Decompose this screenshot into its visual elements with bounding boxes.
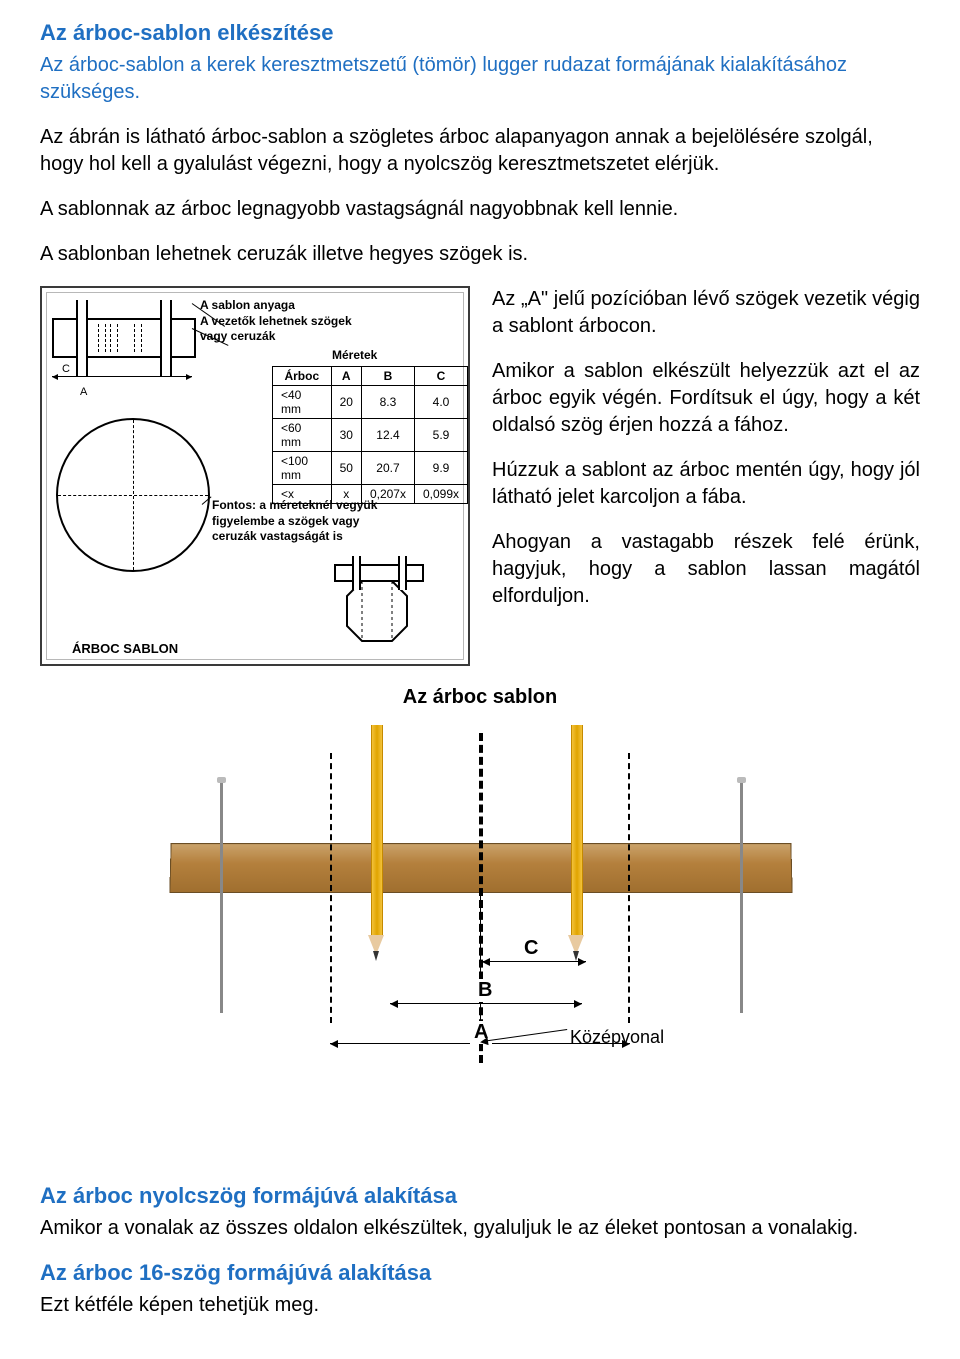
fig1-dimension-table: ÁrbocABC <40 mm208.34.0<60 mm3012.45.9<1… bbox=[272, 366, 468, 504]
table-header: A bbox=[331, 367, 361, 386]
figure-and-text-row: C A A sablon anyaga A vezetők lehetnek s… bbox=[40, 286, 920, 666]
table-header: C bbox=[414, 367, 467, 386]
paragraph-2: A sablonnak az árboc legnagyobb vastagsá… bbox=[40, 196, 920, 223]
fig1-dim-a: A bbox=[80, 386, 87, 398]
figure-1-container: C A A sablon anyaga A vezetők lehetnek s… bbox=[40, 286, 470, 666]
table-row: <40 mm208.34.0 bbox=[273, 386, 468, 419]
table-cell: 9.9 bbox=[414, 452, 467, 485]
right-paragraph-3: Húzzuk a sablont az árboc mentén úgy, ho… bbox=[492, 457, 920, 511]
fig2-dim-c-arrow bbox=[482, 961, 586, 962]
fig2-dash-line bbox=[628, 753, 630, 1023]
fig1-dim-c: C bbox=[62, 363, 70, 375]
fig1-template-plate bbox=[52, 318, 196, 358]
fig2-nail-right bbox=[740, 783, 743, 1013]
figure-1: C A A sablon anyaga A vezetők lehetnek s… bbox=[40, 286, 470, 666]
table-row: <60 mm3012.45.9 bbox=[273, 419, 468, 452]
table-header: B bbox=[361, 367, 414, 386]
fig2-dim-c-label: C bbox=[520, 937, 542, 960]
table-cell: 12.4 bbox=[361, 419, 414, 452]
table-header: Árboc bbox=[273, 367, 332, 386]
fig1-material-note: A sablon anyaga A vezetők lehetnek szöge… bbox=[200, 298, 380, 345]
paragraph-1: Az ábrán is látható árboc-sablon a szögl… bbox=[40, 124, 920, 178]
fig2-dim-b-label: B bbox=[474, 979, 496, 1002]
table-cell: 20.7 bbox=[361, 452, 414, 485]
figure-2-container: Az árboc sablon C B A Középvonal bbox=[130, 686, 830, 1143]
fig2-midline-label: Középvonal bbox=[570, 1027, 664, 1048]
figure-2-title: Az árboc sablon bbox=[130, 686, 830, 709]
table-cell: 8.3 bbox=[361, 386, 414, 419]
right-paragraph-1: Az „A" jelű pozícióban lévő szögek vezet… bbox=[492, 286, 920, 340]
fig2-dash-line bbox=[330, 753, 332, 1023]
heading-octagon: Az árboc nyolcszög formájúvá alakítása bbox=[40, 1183, 920, 1209]
fig2-pencil-right bbox=[565, 725, 587, 975]
right-paragraph-2: Amikor a sablon elkészült helyezzük azt … bbox=[492, 358, 920, 439]
fig1-caption: ÁRBOC SABLON bbox=[72, 641, 178, 656]
table-row: <100 mm5020.79.9 bbox=[273, 452, 468, 485]
intro-paragraph: Az árboc-sablon a kerek keresztmetszetű … bbox=[40, 52, 920, 106]
table-cell: <60 mm bbox=[273, 419, 332, 452]
fig2-pencil-left bbox=[365, 725, 387, 975]
heading-16gon: Az árboc 16-szög formájúvá alakítása bbox=[40, 1260, 920, 1286]
table-cell: 50 bbox=[331, 452, 361, 485]
figure-2: C B A Középvonal bbox=[130, 713, 830, 1143]
fig1-table-caption: Méretek bbox=[332, 348, 377, 362]
fig1-dim-a-arrow bbox=[52, 376, 192, 377]
right-paragraph-4: Ahogyan a vastagabb részek felé érünk, h… bbox=[492, 529, 920, 610]
table-cell: 0,099x bbox=[414, 485, 467, 504]
section-octagon: Az árboc nyolcszög formájúvá alakítása A… bbox=[40, 1183, 920, 1319]
fig1-octagon-top-plate bbox=[334, 564, 424, 582]
table-cell: 20 bbox=[331, 386, 361, 419]
table-cell: 5.9 bbox=[414, 419, 467, 452]
paragraph-3: A sablonban lehetnek ceruzák illetve heg… bbox=[40, 241, 920, 268]
paragraph-octagon: Amikor a vonalak az összes oldalon elkés… bbox=[40, 1215, 920, 1242]
fig1-thickness-note: Fontos: a méreteknél vegyük figyelembe a… bbox=[212, 498, 402, 545]
fig2-nail-left bbox=[220, 783, 223, 1013]
heading-arboc-sablon: Az árboc-sablon elkészítése bbox=[40, 20, 920, 46]
fig2-dim-b-arrow bbox=[390, 1003, 582, 1004]
table-cell: 30 bbox=[331, 419, 361, 452]
fig2-midline-pointer bbox=[482, 1029, 567, 1042]
fig1-cross-section-circle bbox=[56, 418, 210, 572]
table-cell: <100 mm bbox=[273, 452, 332, 485]
right-column-text: Az „A" jelű pozícióban lévő szögek vezet… bbox=[492, 286, 920, 628]
table-cell: <40 mm bbox=[273, 386, 332, 419]
table-cell: 4.0 bbox=[414, 386, 467, 419]
page: Az árboc-sablon elkészítése Az árboc-sab… bbox=[0, 0, 960, 1359]
